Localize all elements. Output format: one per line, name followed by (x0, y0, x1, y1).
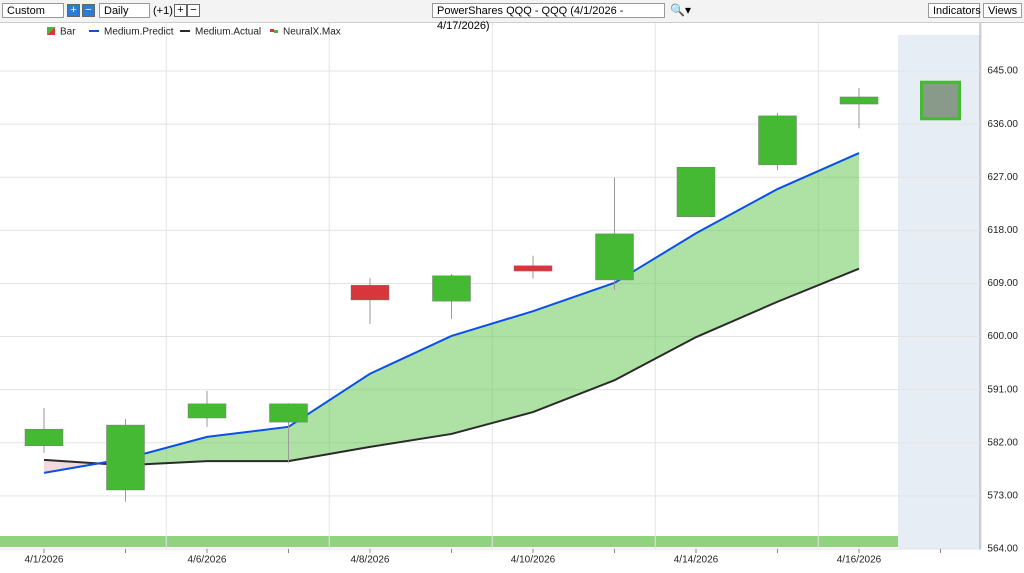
line-series (43, 267, 860, 467)
preset-select[interactable]: Custom (2, 3, 64, 18)
search[interactable]: 🔍▾ (670, 3, 691, 17)
y-tick-label: 636.00 (987, 119, 1018, 130)
line-series (43, 152, 860, 474)
spread-area (370, 335, 452, 447)
x-tick-label: 4/1/2026 (25, 555, 64, 566)
legend-label: Medium.Actual (195, 27, 261, 38)
x-tick-label: 4/10/2026 (511, 555, 556, 566)
x-tick-label: 4/16/2026 (837, 555, 882, 566)
candle-body (839, 96, 879, 105)
spread-area (533, 282, 615, 413)
candle-body (676, 166, 716, 218)
candle-body (758, 115, 797, 166)
spread-area (125, 436, 207, 466)
x-tick-label: 4/6/2026 (188, 555, 227, 566)
candle-body (269, 403, 308, 423)
y-tick-label: 600.00 (987, 331, 1018, 342)
candle-body (432, 275, 471, 302)
spread-area (614, 233, 696, 381)
period-select[interactable]: Daily (99, 3, 150, 18)
candle-body (350, 284, 390, 301)
y-tick-label: 627.00 (987, 172, 1018, 183)
projection-zone (898, 35, 980, 549)
signal-band (0, 536, 898, 547)
offset: (+1) (153, 5, 173, 17)
candle-body (513, 265, 553, 272)
candle-body (24, 428, 64, 446)
y-tick-label: 582.00 (987, 437, 1018, 448)
projection-range (920, 80, 961, 121)
legend-label: NeuralX.Max (283, 27, 341, 38)
y-tick-label: 645.00 (987, 66, 1018, 77)
legend-swatch (274, 30, 278, 33)
spread-area (696, 189, 778, 338)
chart: 564.00 573.00 582.00 591.00 600.00 609.00 618.… (0, 23, 1018, 566)
y-tick-label: 564.00 (987, 544, 1018, 555)
zoom-in[interactable]: + (67, 4, 80, 17)
y-tick-label: 618.00 (987, 225, 1018, 236)
y-tick-label: 591.00 (987, 384, 1018, 395)
legend-swatch (47, 27, 55, 35)
x-tick-label: 4/14/2026 (674, 555, 719, 566)
spread-area (207, 426, 289, 462)
candle-body (595, 233, 634, 281)
views-button[interactable]: Views (983, 3, 1022, 18)
legend-label: Medium.Predict (104, 27, 174, 38)
spread-area (777, 153, 859, 302)
zoom-out[interactable]: − (82, 4, 95, 17)
legend-label: Bar (60, 27, 76, 38)
toolbar: Custom + − Daily (+1) + − PowerShares QQ… (0, 0, 1024, 32)
y-tick-label: 573.00 (987, 491, 1018, 502)
legend-swatch (270, 29, 274, 32)
candle-body (187, 403, 227, 419)
x-tick-label: 4/8/2026 (351, 555, 390, 566)
candle-body (106, 424, 145, 491)
y-tick-label: 609.00 (987, 278, 1018, 289)
spread-area (288, 373, 370, 462)
add[interactable]: + (174, 4, 187, 17)
symbol-box[interactable]: PowerShares QQQ - QQQ (4/1/2026 - 4/17/2… (432, 3, 665, 32)
indicators-button[interactable]: Indicators (928, 3, 981, 18)
remove[interactable]: − (187, 4, 200, 17)
spread-area (451, 311, 533, 434)
